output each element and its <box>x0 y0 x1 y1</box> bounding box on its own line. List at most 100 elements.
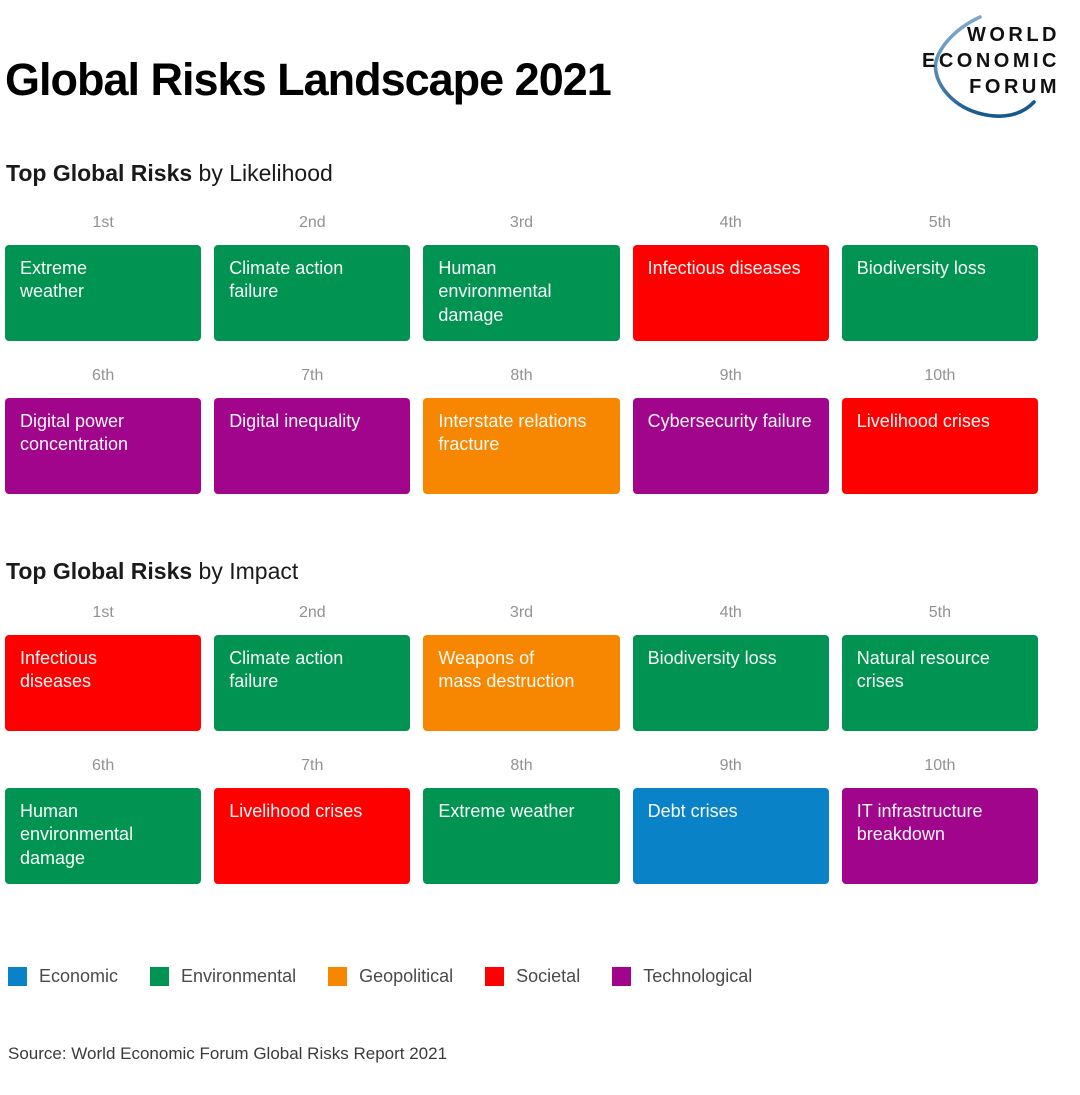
legend-swatch-societal <box>485 967 505 986</box>
risk-card-label: Human environmental damage <box>20 801 134 868</box>
page-title: Global Risks Landscape 2021 <box>5 54 612 106</box>
risk-cell-likelihood-7: 7th Digital inequality <box>214 367 411 494</box>
risk-card: Human environmental damage <box>423 245 620 341</box>
legend-swatch-environmental <box>150 967 170 986</box>
risk-card-label: Interstate relations fracture <box>438 411 587 455</box>
rank-label: 4th <box>719 214 742 231</box>
risk-card: Biodiversity loss <box>841 245 1038 341</box>
rank-label: 3rd <box>509 604 534 621</box>
rank-label: 4th <box>719 604 742 621</box>
section-title-impact-rest: by Impact <box>192 558 299 584</box>
rank-label: 7th <box>301 367 324 384</box>
risk-card-label: Infectious diseases <box>20 648 98 692</box>
risk-cell-impact-5: 5th Natural resource crises <box>841 604 1038 731</box>
risk-cell-likelihood-10: 10th Livelihood crises <box>841 367 1038 494</box>
rank-label: 7th <box>301 757 324 774</box>
legend-swatch-geopolitical <box>328 967 348 986</box>
legend-item-economic: Economic <box>8 966 118 987</box>
risk-cell-impact-10: 10th IT infrastructure breakdown <box>841 757 1038 884</box>
risk-card: Extreme weather <box>5 245 202 341</box>
rank-label: 1st <box>92 604 114 621</box>
legend-label-environmental: Environmental <box>181 966 297 986</box>
risk-cell-impact-1: 1st Infectious diseases <box>5 604 202 731</box>
wef-logo-line2: ECONOMIC <box>922 50 1060 72</box>
risk-cell-likelihood-8: 8th Interstate relations fracture <box>423 367 620 494</box>
legend-swatch-technological <box>612 967 632 986</box>
risk-card: Digital inequality <box>214 398 411 494</box>
risk-card: Climate action failure <box>214 245 411 341</box>
wef-swoosh-curve <box>933 15 1036 118</box>
rank-label: 2nd <box>298 604 326 621</box>
risk-card: Debt crises <box>632 788 829 884</box>
section-title-likelihood-rest: by Likelihood <box>192 160 333 186</box>
legend-item-technological: Technological <box>612 966 752 987</box>
section-title-impact: Top Global Risks by Impact <box>6 558 298 585</box>
source-caption: Source: World Economic Forum Global Risk… <box>8 1044 448 1063</box>
risk-card-label: Extreme weather <box>20 258 88 302</box>
risk-card: Digital power concentration <box>5 398 202 494</box>
risk-card: Livelihood crises <box>214 788 411 884</box>
rank-label: 8th <box>510 757 533 774</box>
risk-card-label: Natural resource crises <box>856 648 990 692</box>
risk-cell-impact-7: 7th Livelihood crises <box>214 757 411 884</box>
risk-cell-likelihood-1: 1st Extreme weather <box>5 214 202 341</box>
risk-card-label: Extreme weather <box>438 801 575 821</box>
section-title-likelihood-bold: Top Global Risks <box>6 160 193 186</box>
risk-card: IT infrastructure breakdown <box>841 788 1038 884</box>
risk-card-label: Debt crises <box>647 801 738 821</box>
impact-grid: 1st Infectious diseases 2nd Climate acti… <box>5 604 1038 884</box>
risk-card-label: Human environmental damage <box>438 258 552 325</box>
risk-card: Infectious diseases <box>632 245 829 341</box>
risk-cell-impact-8: 8th Extreme weather <box>423 757 620 884</box>
risk-cell-impact-3: 3rd Weapons of mass destruction <box>423 604 620 731</box>
risk-card-label: Livelihood crises <box>856 411 990 431</box>
rank-label: 2nd <box>298 214 326 231</box>
risk-card-label: Climate action failure <box>229 648 344 692</box>
risk-card-label: Infectious diseases <box>647 258 801 278</box>
risk-cell-impact-2: 2nd Climate action failure <box>214 604 411 731</box>
risk-card-label: Weapons of mass destruction <box>438 648 575 692</box>
rank-label: 5th <box>928 604 952 621</box>
risk-card: Interstate relations fracture <box>423 398 620 494</box>
rank-label: 3rd <box>509 214 534 231</box>
risk-cell-likelihood-2: 2nd Climate action failure <box>214 214 411 341</box>
legend-item-environmental: Environmental <box>150 966 296 987</box>
risk-card: Cybersecurity failure <box>632 398 829 494</box>
legend-label-economic: Economic <box>39 966 119 986</box>
risk-card-label: Biodiversity loss <box>647 648 777 668</box>
section-title-impact-bold: Top Global Risks <box>6 558 193 584</box>
rank-label: 5th <box>928 214 952 231</box>
rank-label: 6th <box>91 367 115 384</box>
rank-label: 6th <box>91 757 115 774</box>
legend-swatch-economic <box>8 967 27 986</box>
wef-logo-line1: WORLD <box>967 24 1060 46</box>
risk-card-label: IT infrastructure breakdown <box>856 801 983 845</box>
legend-item-geopolitical: Geopolitical <box>328 966 453 987</box>
legend-item-societal: Societal <box>485 966 580 987</box>
risk-cell-impact-4: 4th Biodiversity loss <box>632 604 829 731</box>
risk-card-label: Climate action failure <box>229 258 344 302</box>
rank-label: 10th <box>924 757 956 774</box>
risk-cell-likelihood-4: 4th Infectious diseases <box>632 214 829 341</box>
rank-label: 10th <box>924 367 956 384</box>
legend-label-societal: Societal <box>516 966 581 986</box>
rank-label: 8th <box>510 367 533 384</box>
risk-card: Infectious diseases <box>5 635 202 731</box>
risk-card-label: Cybersecurity failure <box>647 411 812 431</box>
wef-logo: WORLD ECONOMIC FORUM <box>910 14 1062 133</box>
risk-card: Extreme weather <box>423 788 620 884</box>
risk-card-label: Livelihood crises <box>229 801 363 821</box>
risk-card-label: Digital power concentration <box>20 411 129 455</box>
likelihood-grid: 1st Extreme weather 2nd Climate action f… <box>5 214 1038 494</box>
risk-card: Natural resource crises <box>841 635 1038 731</box>
risk-card: Weapons of mass destruction <box>423 635 620 731</box>
wef-logo-line3: FORUM <box>969 76 1060 98</box>
risk-cell-impact-9: 9th Debt crises <box>632 757 829 884</box>
risk-cell-likelihood-3: 3rd Human environmental damage <box>423 214 620 341</box>
legend: Economic Environmental Geopolitical Soci… <box>8 966 752 987</box>
risk-card-label: Digital inequality <box>229 411 361 431</box>
risk-cell-likelihood-5: 5th Biodiversity loss <box>841 214 1038 341</box>
rank-label: 9th <box>719 757 742 774</box>
rank-label: 9th <box>719 367 742 384</box>
wef-logo-graphic: WORLD ECONOMIC FORUM <box>922 15 1060 118</box>
